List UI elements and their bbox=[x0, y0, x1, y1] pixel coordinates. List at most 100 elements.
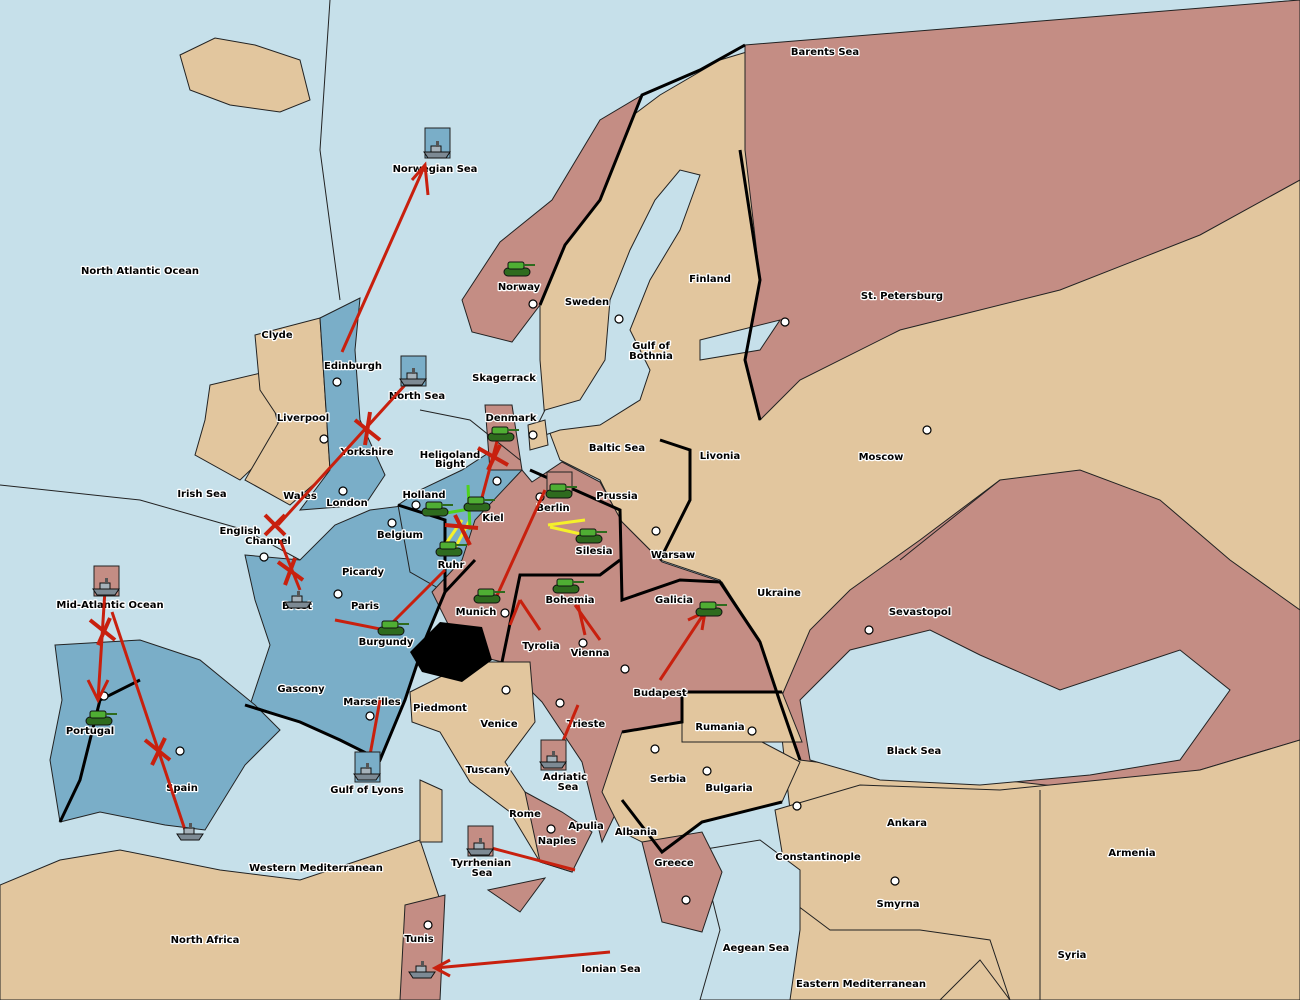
label-holland: Holland bbox=[402, 490, 445, 501]
label-apulia: Apulia bbox=[568, 821, 604, 832]
label-ruhr: Ruhr bbox=[438, 560, 465, 571]
units bbox=[85, 127, 728, 979]
label-berlin: Berlin bbox=[536, 503, 569, 514]
failed-order-x-icon bbox=[276, 557, 305, 586]
label-mid-atlantic-ocean: Mid-Atlantic Ocean bbox=[56, 600, 163, 611]
label-albania: Albania bbox=[615, 827, 657, 838]
order-arrow bbox=[479, 843, 576, 872]
label-syria: Syria bbox=[1058, 950, 1087, 961]
label-burgundy: Burgundy bbox=[359, 637, 414, 648]
label-marseilles: Marseilles bbox=[343, 697, 400, 708]
label-moscow: Moscow bbox=[859, 452, 904, 463]
label-denmark: Denmark bbox=[486, 413, 537, 424]
label-vienna: Vienna bbox=[571, 648, 610, 659]
label-prussia: Prussia bbox=[596, 491, 637, 502]
label-paris: Paris bbox=[351, 601, 379, 612]
label-wales: Wales bbox=[283, 491, 317, 502]
label-munich: Munich bbox=[456, 607, 497, 618]
label-tyrrhenian: Tyrrhenian bbox=[451, 858, 511, 869]
label-smyrna: Smyrna bbox=[877, 899, 920, 910]
label-venice: Venice bbox=[480, 719, 517, 730]
label-greece: Greece bbox=[654, 858, 694, 869]
label-tuscany: Tuscany bbox=[465, 765, 511, 776]
label-liverpool: Liverpool bbox=[277, 413, 329, 424]
label-portugal: Portugal bbox=[66, 726, 114, 737]
order-arrow bbox=[86, 589, 110, 704]
label-english: English bbox=[219, 526, 260, 537]
label-bohemia: Bohemia bbox=[546, 595, 595, 606]
label-barents-sea: Barents Sea bbox=[791, 47, 859, 58]
label-tyrrhenian-sea: Sea bbox=[472, 868, 493, 879]
failed-order-x-icon bbox=[477, 444, 509, 471]
label-gascony: Gascony bbox=[277, 684, 325, 695]
label-north-africa: North Africa bbox=[171, 935, 240, 946]
label-heligoland: Heligoland bbox=[420, 450, 481, 461]
order-arrow bbox=[276, 383, 407, 527]
label-norwegian-sea: Norwegian Sea bbox=[393, 164, 478, 175]
failed-order-x-icon bbox=[143, 737, 172, 766]
label-livonia: Livonia bbox=[700, 451, 740, 462]
label-channel: Channel bbox=[245, 536, 291, 547]
failed-order-x-icon bbox=[444, 514, 479, 546]
order-arrow bbox=[334, 618, 386, 632]
labels: Barents Sea Norwegian Sea North Atlantic… bbox=[55, 46, 1157, 992]
order-arrow bbox=[431, 950, 611, 978]
label-ankara: Ankara bbox=[887, 818, 927, 829]
label-yorkshire: Yorkshire bbox=[340, 447, 394, 458]
label-north-atlantic-ocean: North Atlantic Ocean bbox=[81, 266, 199, 277]
label-rumania: Rumania bbox=[695, 722, 744, 733]
label-naples: Naples bbox=[538, 836, 576, 847]
label-gulf-of-lyons: Gulf of Lyons bbox=[330, 785, 403, 796]
order-arrow bbox=[383, 568, 447, 632]
label-galicia: Galicia bbox=[655, 595, 693, 606]
label-skagerrack: Skagerrack bbox=[472, 373, 536, 384]
label-belgium: Belgium bbox=[377, 530, 423, 541]
label-budapest: Budapest bbox=[633, 688, 687, 699]
label-london: London bbox=[326, 498, 368, 509]
label-ionian-sea: Ionian Sea bbox=[581, 964, 640, 975]
label-trieste: Trieste bbox=[567, 719, 606, 730]
supply-centers bbox=[99, 299, 932, 930]
label-sweden: Sweden bbox=[565, 297, 609, 308]
failed-order-x-icon bbox=[263, 513, 287, 537]
label-kiel: Kiel bbox=[482, 513, 503, 524]
label-irish-sea: Irish Sea bbox=[177, 489, 226, 500]
label-clyde: Clyde bbox=[261, 330, 292, 341]
label-bulgaria: Bulgaria bbox=[705, 783, 752, 794]
label-ukraine: Ukraine bbox=[757, 588, 801, 599]
label-eastern-mediterranean: Eastern Mediterranean bbox=[796, 979, 926, 990]
label-warsaw: Warsaw bbox=[651, 550, 695, 561]
order-arrow bbox=[508, 599, 542, 631]
label-black-sea: Black Sea bbox=[887, 746, 942, 757]
order-arrow bbox=[278, 539, 302, 591]
label-edinburgh: Edinburgh bbox=[324, 361, 382, 372]
order-arrow bbox=[340, 161, 430, 353]
label-aegean-sea: Aegean Sea bbox=[723, 943, 790, 954]
label-norway: Norway bbox=[498, 282, 541, 293]
label-sevastopol: Sevastopol bbox=[889, 607, 951, 618]
label-st-petersburg: St. Petersburg bbox=[861, 291, 943, 302]
label-tyrolia: Tyrolia bbox=[522, 641, 560, 652]
label-bight: Bight bbox=[435, 459, 465, 470]
label-gulf-of: Gulf of bbox=[632, 341, 670, 352]
label-silesia: Silesia bbox=[576, 546, 613, 557]
orders bbox=[86, 161, 707, 978]
order-arrow bbox=[368, 699, 382, 756]
label-picardy: Picardy bbox=[342, 567, 385, 578]
label-rome: Rome bbox=[509, 809, 541, 820]
label-constantinople: Constantinople bbox=[775, 852, 861, 863]
support-arrow bbox=[547, 518, 586, 537]
label-adriatic: Adriatic bbox=[543, 772, 587, 783]
order-arrow bbox=[493, 489, 547, 601]
label-finland: Finland bbox=[689, 274, 731, 285]
label-baltic-sea: Baltic Sea bbox=[589, 443, 645, 454]
failed-order-x-icon bbox=[353, 411, 382, 446]
label-north-sea: North Sea bbox=[389, 391, 445, 402]
label-adriatic-sea: Sea bbox=[558, 782, 579, 793]
failed-order-x-icon bbox=[88, 617, 117, 646]
label-serbia: Serbia bbox=[650, 774, 686, 785]
label-bothnia: Bothnia bbox=[629, 351, 673, 362]
label-tunis: Tunis bbox=[404, 934, 433, 945]
